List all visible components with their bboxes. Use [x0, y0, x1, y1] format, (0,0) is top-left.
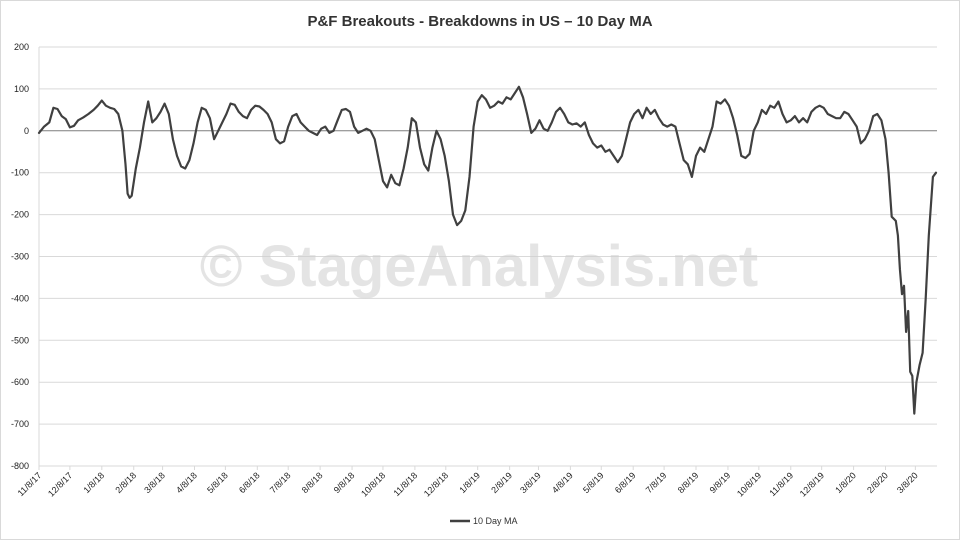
x-tick-label: 2/8/19 [489, 470, 514, 495]
x-tick-label: 2/8/20 [865, 470, 890, 495]
x-tick-label: 8/8/18 [300, 470, 325, 495]
x-tick-label: 7/8/19 [644, 470, 669, 495]
y-tick-label: 100 [14, 84, 29, 94]
series-line-0 [37, 85, 938, 415]
x-tick-label: 3/8/19 [518, 470, 543, 495]
x-tick-label: 4/8/18 [174, 470, 199, 495]
x-tick-label: 9/8/19 [708, 470, 733, 495]
x-tick-label: 5/8/19 [581, 470, 606, 495]
y-tick-label: -500 [11, 335, 29, 345]
x-tick-label: 12/8/18 [422, 470, 450, 498]
x-tick-label: 1/8/18 [81, 470, 106, 495]
x-tick-label: 8/8/19 [676, 470, 701, 495]
y-tick-label: -800 [11, 461, 29, 471]
x-tick-label: 9/8/18 [332, 470, 357, 495]
x-tick-label: 11/8/17 [16, 470, 44, 498]
y-tick-label: -200 [11, 210, 29, 220]
x-tick-label: 3/8/18 [142, 470, 167, 495]
y-tick-label: -700 [11, 419, 29, 429]
legend-label: 10 Day MA [473, 516, 518, 526]
y-tick-label: -400 [11, 293, 29, 303]
legend: 10 Day MA [450, 516, 518, 526]
x-tick-label: 6/8/18 [237, 470, 262, 495]
series-lines [37, 85, 938, 415]
x-tick-label: 5/8/18 [205, 470, 230, 495]
x-tick-label: 2/8/18 [113, 470, 138, 495]
x-axis-ticks: 11/8/17 12/8/17 1/8/18 2/8/18 3/8/18 4/8/18 5/… [16, 466, 920, 499]
x-tick-label: 12/8/17 [46, 470, 74, 498]
x-tick-label: 11/8/19 [767, 470, 795, 498]
x-tick-label: 4/8/19 [550, 470, 575, 495]
x-tick-label: 3/8/20 [895, 470, 920, 495]
x-tick-label: 10/8/19 [735, 470, 763, 498]
x-tick-label: 6/8/19 [613, 470, 638, 495]
x-tick-label: 10/8/18 [359, 470, 387, 498]
y-tick-label: -600 [11, 377, 29, 387]
y-tick-label: 0 [24, 126, 29, 136]
x-tick-label: 1/8/19 [457, 470, 482, 495]
x-tick-label: 12/8/19 [798, 470, 826, 498]
x-tick-label: 11/8/18 [391, 470, 419, 498]
x-tick-label: 1/8/20 [833, 470, 858, 495]
x-tick-label: 7/8/18 [268, 470, 293, 495]
y-tick-label: -100 [11, 168, 29, 178]
gridlines [38, 46, 937, 467]
watermark: © StageAnalysis.net [200, 234, 758, 299]
y-tick-label: 200 [14, 42, 29, 52]
y-axis-ticks: 200 100 0 -100 -200 -300 -400 -500 -600 -700 -800 [11, 42, 29, 471]
chart-title: P&F Breakouts - Breakdowns in US – 10 Da… [307, 13, 652, 30]
y-tick-label: -300 [11, 252, 29, 262]
